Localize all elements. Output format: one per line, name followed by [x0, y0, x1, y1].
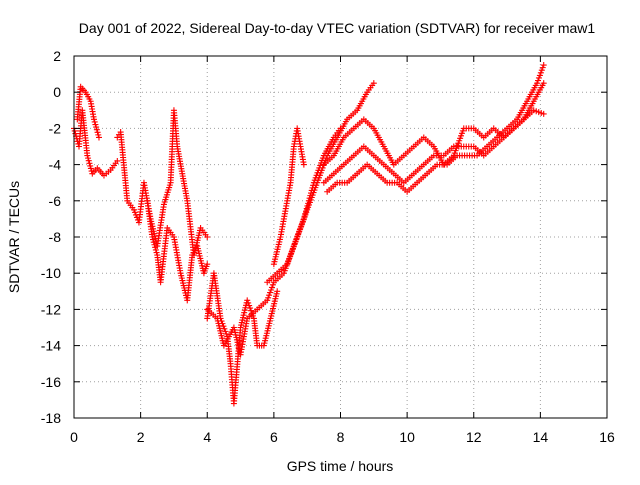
data-point [204, 261, 211, 268]
x-tick-label: 6 [270, 429, 278, 445]
y-tick-label: 2 [53, 48, 61, 64]
data-point [245, 299, 252, 306]
data-point [540, 80, 547, 87]
data-point [87, 165, 94, 172]
y-tick-label: -18 [41, 410, 61, 426]
data-point [84, 152, 91, 159]
y-tick-label: -14 [41, 338, 61, 354]
data-point [95, 131, 102, 138]
data-point [265, 294, 272, 301]
data-point [204, 234, 211, 240]
y-tick-label: -10 [41, 265, 61, 281]
data-point [534, 77, 541, 84]
y-tick-label: -12 [41, 301, 61, 317]
series-track-1 [71, 107, 121, 179]
data-point [246, 302, 253, 309]
tick-layer: 0 2 4 6 8 10 12 14 16 2 0 -2 -4 -6 -8 -10 -12 -14 -16 -18 [41, 48, 615, 445]
y-tick-label: -2 [49, 120, 62, 136]
data-point [92, 121, 99, 128]
data-point [300, 161, 307, 168]
data-point [153, 249, 160, 256]
x-tick-label: 0 [70, 429, 78, 445]
x-tick-label: 4 [203, 429, 211, 445]
data-point [540, 62, 547, 69]
data-point [537, 69, 544, 76]
y-tick-label: -16 [41, 374, 61, 390]
x-tick-label: 16 [599, 429, 615, 445]
data-point [152, 246, 159, 253]
series-track-3 [114, 107, 211, 259]
y-tick-label: 0 [53, 84, 61, 100]
data-point [534, 80, 541, 87]
data-point [538, 67, 545, 74]
data-point [268, 284, 275, 291]
series-track-2 [74, 83, 102, 141]
series-track-8 [264, 80, 377, 286]
x-tick-label: 10 [399, 429, 415, 445]
y-axis-label: SDTVAR / TECUs [6, 181, 22, 293]
data-point [86, 160, 93, 167]
data-point [149, 236, 156, 243]
data-point [222, 328, 229, 335]
data-point [266, 292, 273, 299]
data-point [85, 155, 92, 162]
data-points-layer [71, 62, 547, 407]
y-tick-label: -8 [49, 229, 62, 245]
data-point [244, 297, 251, 304]
series-track-4 [144, 197, 211, 304]
data-point [268, 287, 275, 294]
data-point [269, 281, 276, 288]
data-point [540, 110, 547, 117]
data-point [87, 162, 94, 169]
x-tick-label: 12 [466, 429, 482, 445]
data-point [536, 72, 543, 79]
data-point [93, 126, 100, 133]
data-point [114, 157, 121, 164]
data-point [535, 74, 542, 81]
data-point [93, 124, 100, 131]
x-axis-label: GPS time / hours [287, 458, 394, 474]
data-point [539, 64, 546, 71]
data-point [267, 289, 274, 296]
series-track-7 [270, 125, 307, 268]
series-track-10 [320, 80, 547, 186]
data-point [264, 297, 271, 304]
series-track-9 [320, 107, 547, 168]
data-point [95, 134, 102, 141]
chart-title: Day 001 of 2022, Sidereal Day-to-day VTE… [79, 20, 596, 36]
data-point [149, 234, 156, 240]
data-point [151, 241, 158, 248]
data-point [274, 288, 281, 295]
data-point [150, 239, 157, 246]
series-track-5 [204, 270, 281, 407]
data-point [247, 305, 254, 312]
data-point [71, 127, 78, 134]
x-tick-label: 8 [337, 429, 345, 445]
data-point [90, 116, 97, 123]
data-point [370, 80, 377, 87]
y-tick-label: -6 [49, 193, 62, 209]
data-point [85, 157, 92, 164]
data-point [152, 244, 159, 251]
x-tick-label: 2 [137, 429, 145, 445]
y-tick-label: -4 [49, 157, 62, 173]
data-point [94, 129, 101, 136]
x-tick-label: 14 [533, 429, 549, 445]
data-point [91, 118, 98, 125]
series-track-11 [324, 62, 547, 195]
